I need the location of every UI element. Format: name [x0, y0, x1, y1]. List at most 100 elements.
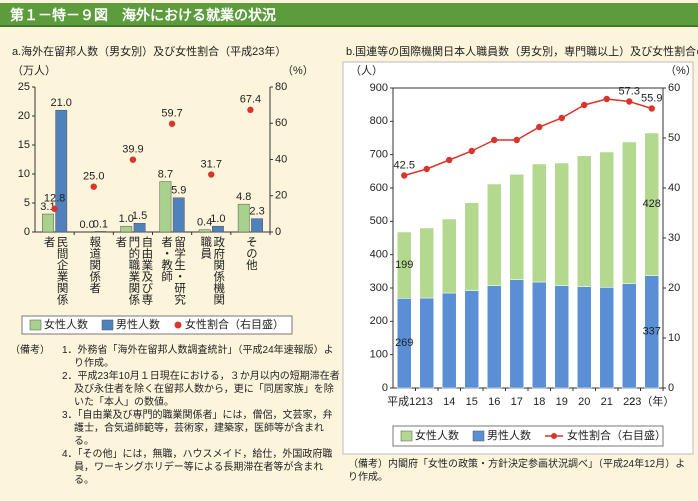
y-tick-label: 500: [370, 215, 388, 227]
value-label: 55.9: [641, 92, 662, 104]
plot-area: [393, 88, 663, 388]
notes-text: 内閣府「女性の政策・方針決定参画状況調べ」（平成24年12月）より作成。: [348, 459, 686, 483]
x-tick-label: 民間企業関係者: [42, 236, 68, 305]
bar-segment: [554, 162, 569, 286]
bar-segment: [622, 283, 637, 389]
note-item: 2．平成23年10月１日現在における，３か月以内の短期滞在者及び永住者を除く在留…: [62, 371, 340, 408]
bar-segment: [464, 290, 479, 389]
value-label: 0.0: [79, 219, 94, 231]
y-tick-label: 400: [370, 249, 388, 261]
bar-segment: [464, 202, 479, 291]
legend-swatch: [174, 321, 182, 329]
y-tick-label: 10: [18, 168, 30, 180]
x-tick-label: 23（年）: [629, 394, 674, 408]
chart-title: a.海外在留邦人数（男女別）及び女性割合（平成23年）: [12, 44, 286, 58]
legend-label: 女性人数: [44, 317, 88, 331]
point: [536, 123, 543, 131]
bar: [251, 218, 263, 233]
y2-tick-label: 30: [668, 232, 680, 244]
y-tick-label: 15: [18, 139, 30, 151]
y-tick-label: 800: [370, 115, 388, 127]
bar-segment: [442, 218, 457, 294]
y2-axis-label: （%）: [282, 64, 314, 77]
point: [491, 136, 498, 144]
point: [247, 106, 254, 114]
bar-segment: [599, 151, 614, 288]
legend-swatch: [29, 319, 42, 331]
value-label: 25.0: [83, 171, 104, 183]
chart-title: b.国連等の国際機関日本人職員数（男女別，専門職以上）及び女性割合の推移: [346, 44, 698, 58]
bar-segment: [419, 297, 434, 389]
bar-segment: [509, 174, 524, 280]
point: [626, 98, 633, 105]
value-label: 428: [643, 198, 661, 210]
y2-tick-label: 10: [668, 332, 680, 344]
y-axis-label: （万人）: [12, 64, 56, 77]
value-label: 4.8: [236, 191, 251, 203]
bar: [55, 109, 68, 233]
point: [446, 156, 453, 164]
bar-segment: [599, 287, 614, 389]
y-tick-label: 700: [370, 149, 388, 161]
line: [404, 98, 652, 177]
value-label: 67.4: [240, 94, 261, 106]
note-item: 3．「自由業及び専門的職業関係者」には，僧侶，文芸家，弁護士，合気道師範等，芸術…: [62, 410, 333, 447]
x-tick-label: 16: [488, 396, 500, 408]
legend-label: 男性人数: [487, 428, 531, 442]
y2-axis-label: （%）: [665, 64, 697, 77]
value-label: 21.0: [51, 97, 72, 109]
y-tick-label: 300: [370, 282, 388, 294]
value-label: 0.1: [93, 218, 108, 230]
value-label: 59.7: [161, 108, 182, 120]
value-label: 57.3: [619, 85, 640, 97]
legend-swatch: [472, 430, 485, 442]
y-tick-label: 0: [382, 382, 388, 394]
y2-tick-label: 50: [668, 132, 680, 144]
point: [558, 114, 565, 122]
y2-tick-label: 60: [275, 117, 287, 129]
legend-swatch: [551, 433, 557, 439]
legend-label: 男性人数: [116, 317, 160, 331]
point: [513, 136, 520, 144]
bar-segment: [487, 183, 502, 286]
bar: [212, 225, 224, 233]
bar-segment: [442, 292, 457, 389]
x-tick-label: 22: [623, 396, 635, 408]
point: [603, 95, 610, 103]
legend-swatch: [400, 430, 413, 442]
y2-tick-label: 40: [668, 182, 680, 194]
legend-label: 女性割合（右目盛）: [185, 317, 284, 331]
notes-label: （備考）: [10, 345, 50, 356]
y2-tick-label: 0: [275, 226, 281, 238]
value-label: 1.0: [119, 213, 134, 225]
bar-segment: [419, 227, 434, 299]
x-tick-label: 19: [556, 396, 568, 408]
x-tick-label: 報道関係者: [88, 236, 101, 294]
y-tick-label: 900: [370, 82, 388, 94]
point: [168, 120, 176, 127]
x-tick-label: 留学生・研究者・教師: [160, 236, 186, 305]
y2-tick-label: 40: [275, 153, 287, 165]
bar: [198, 229, 211, 233]
x-tick-label: 自由業及び専門的職業関係者: [114, 236, 153, 305]
y2-tick-label: 0: [668, 382, 674, 394]
x-tick-label: 13: [421, 396, 433, 408]
bar: [133, 223, 146, 233]
value-label: 42.5: [394, 159, 415, 171]
value-label: 1.0: [210, 213, 225, 225]
value-label: 337: [643, 326, 661, 338]
y-tick-label: 5: [24, 197, 30, 209]
bar-segment: [644, 132, 659, 276]
legend-label: 女性人数: [415, 428, 459, 442]
x-tick-label: 政府関係機関職員: [199, 236, 225, 305]
bar-segment: [622, 141, 637, 284]
point: [648, 105, 655, 112]
y-tick-label: 25: [18, 81, 30, 93]
y-tick-label: 100: [370, 349, 388, 361]
bar-segment: [554, 285, 569, 389]
point: [401, 172, 408, 179]
note-item: 4．「その他」には，無職，ハウスメイド，給仕，外国政府職員，ワーキングホリデー等…: [62, 449, 333, 486]
x-tick-label: その他: [244, 236, 257, 271]
